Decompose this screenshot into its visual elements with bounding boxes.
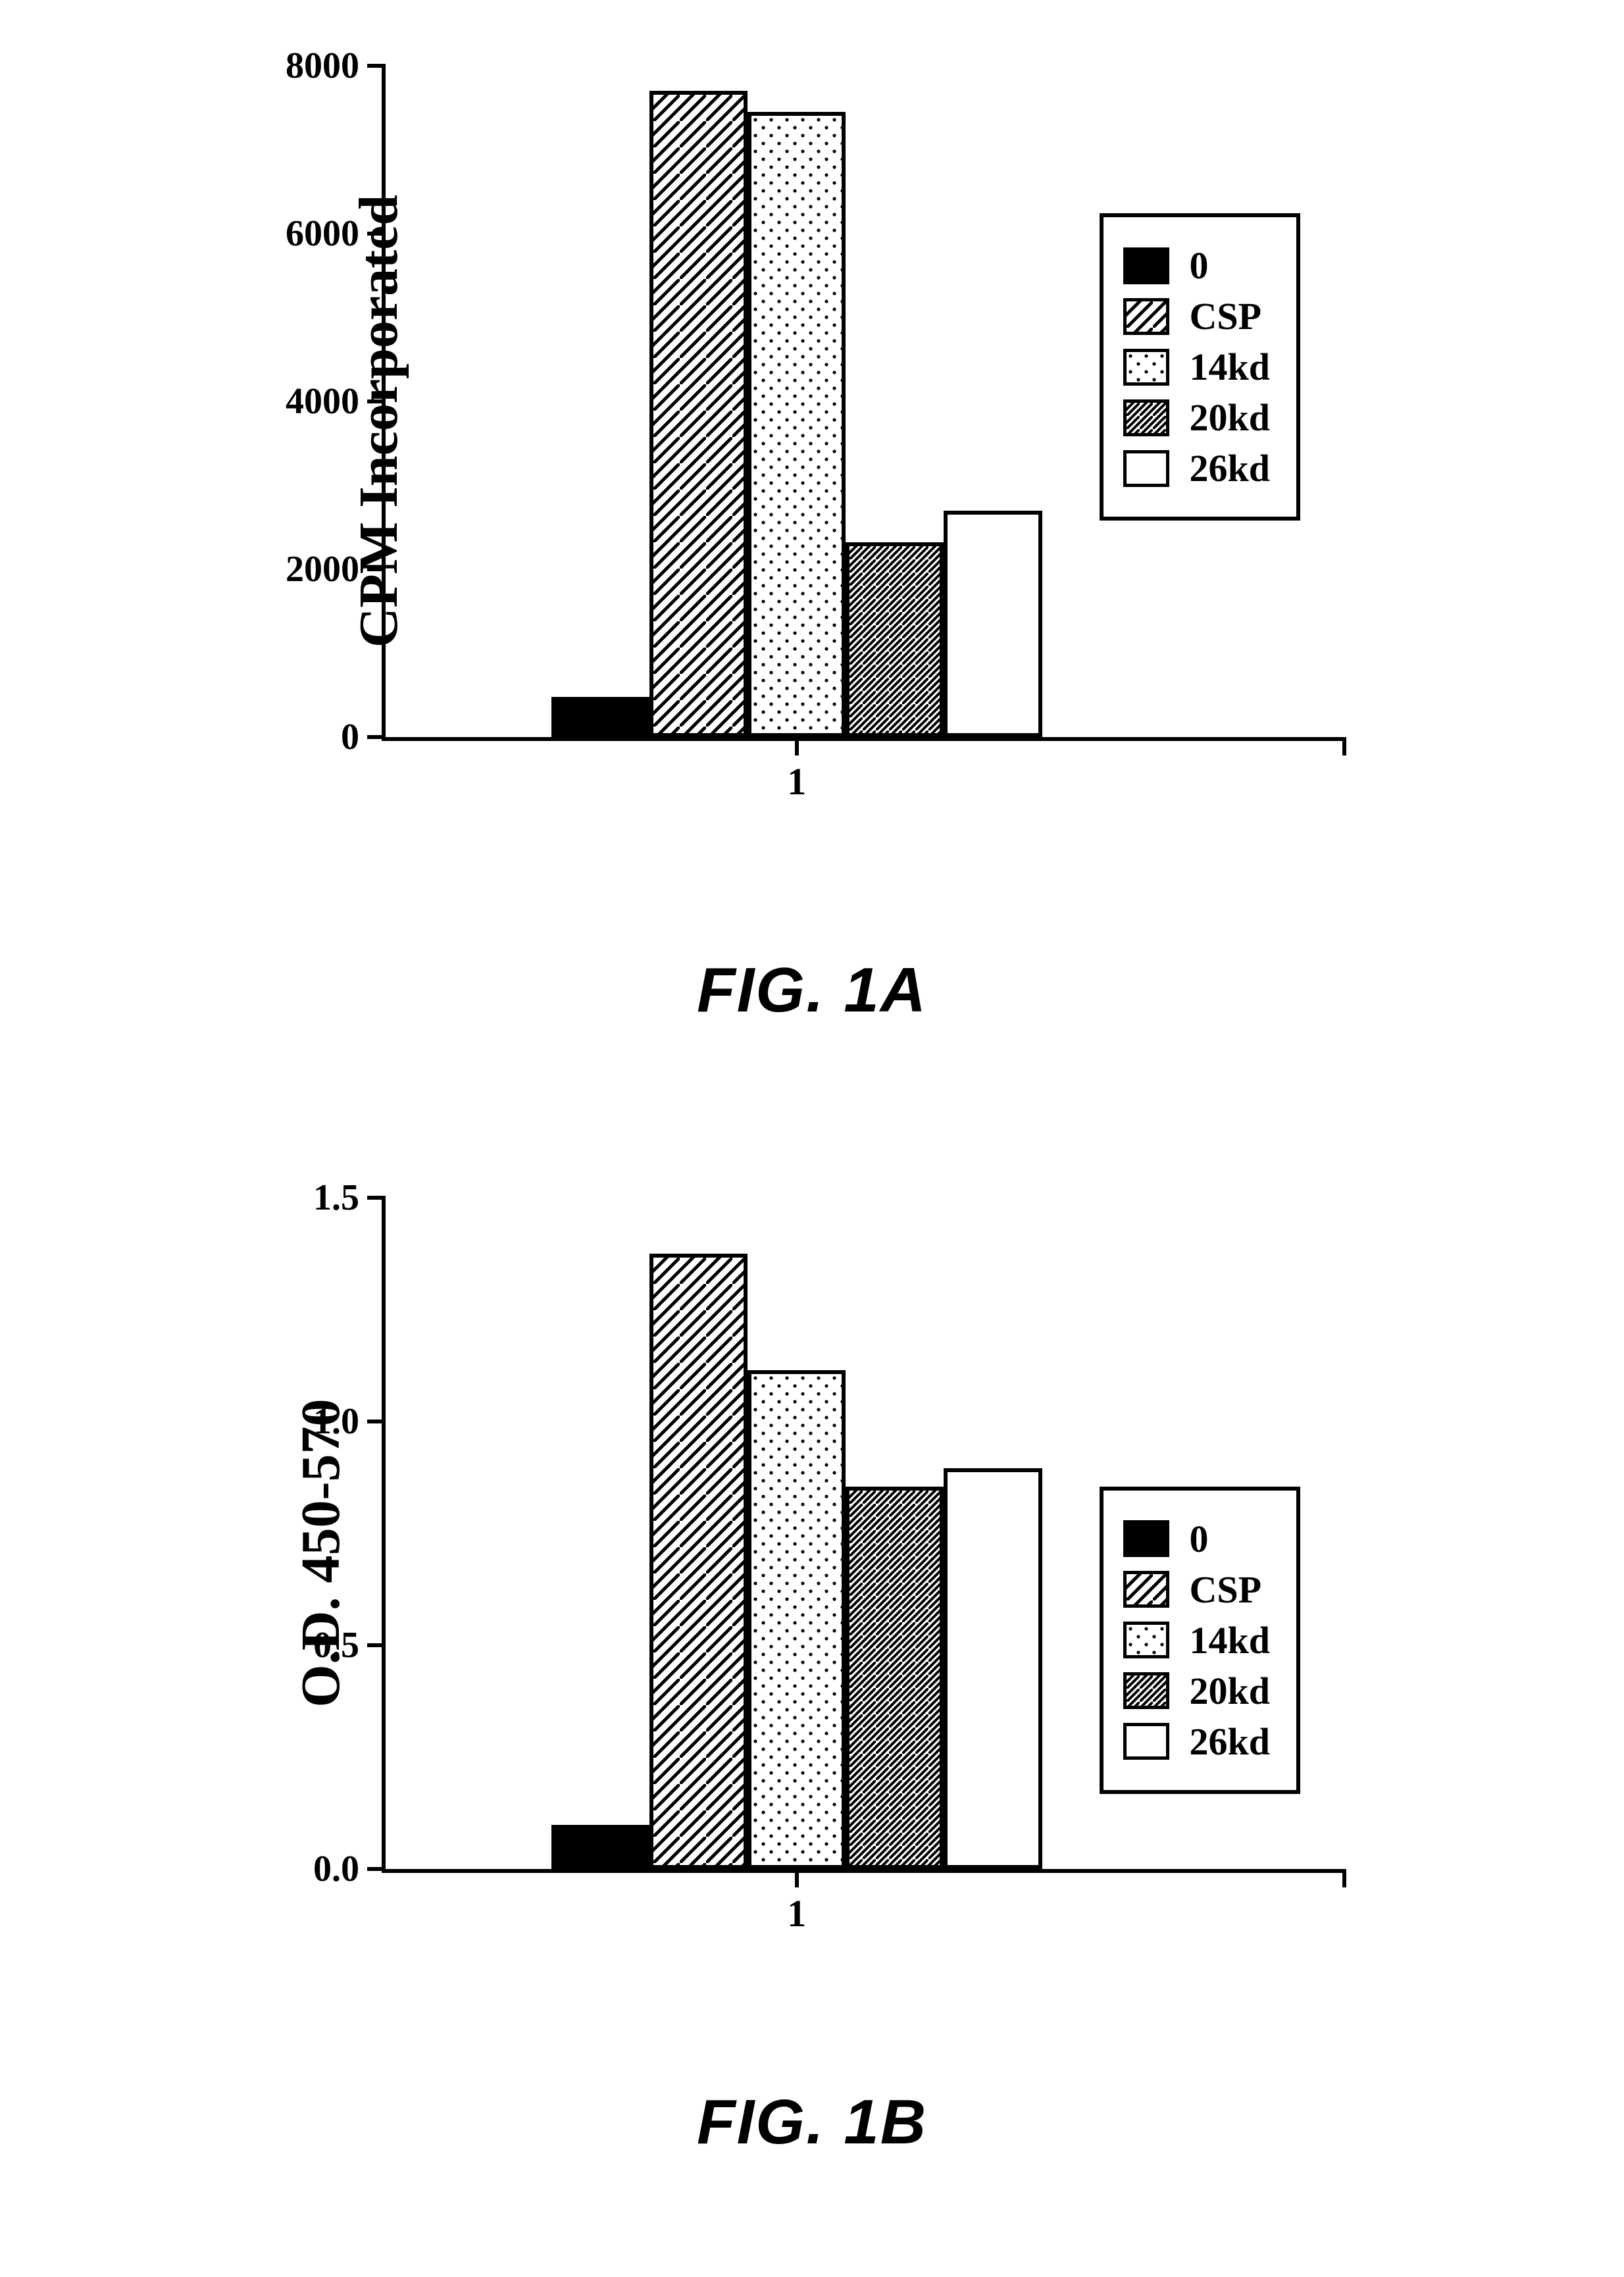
y-tick xyxy=(367,1420,386,1423)
y-tick-label: 0.0 xyxy=(313,1848,359,1890)
legend-row: 20kd xyxy=(1123,396,1270,440)
x-end-tick xyxy=(1342,737,1346,755)
y-tick-label: 0 xyxy=(341,716,359,758)
bar-CSP xyxy=(649,1254,748,1869)
legend-label: CSP xyxy=(1189,1568,1261,1612)
legend-swatch-icon xyxy=(1123,1672,1169,1709)
chart-frame-a: CPM Incorporated 0200040006000800010CSP1… xyxy=(171,53,1356,790)
bar-20kd xyxy=(846,1487,944,1869)
bar-26kd xyxy=(944,1468,1042,1869)
x-tick xyxy=(795,1869,799,1887)
plot-area-b: 0.00.51.01.510CSP14kd20kd26kd xyxy=(382,1198,1320,1873)
legend-label: 0 xyxy=(1189,243,1208,288)
y-tick-label: 1.0 xyxy=(313,1400,359,1443)
y-tick-label: 2000 xyxy=(286,548,359,590)
figure-caption-b: FIG. 1B xyxy=(697,2086,927,2159)
bar-20kd xyxy=(846,542,944,737)
bar-14kd xyxy=(748,1370,846,1869)
y-tick-label: 1.5 xyxy=(313,1177,359,1219)
bar-26kd xyxy=(944,511,1042,737)
legend-label: 26kd xyxy=(1189,446,1270,490)
legend-row: 14kd xyxy=(1123,1618,1270,1662)
y-tick-label: 8000 xyxy=(286,45,359,87)
bar-0 xyxy=(551,1825,649,1869)
legend-swatch-icon xyxy=(1123,349,1169,386)
y-tick xyxy=(367,567,386,571)
legend-label: 14kd xyxy=(1189,345,1270,389)
bar-0 xyxy=(551,697,649,737)
legend-row: 26kd xyxy=(1123,1720,1270,1764)
legend: 0 CSP 14kd 20kd 26kd xyxy=(1100,213,1300,521)
legend-row: 0 xyxy=(1123,243,1270,288)
legend-label: 20kd xyxy=(1189,1669,1270,1713)
y-tick-label: 6000 xyxy=(286,213,359,255)
legend-label: 0 xyxy=(1189,1517,1208,1561)
legend-swatch-icon xyxy=(1123,1622,1169,1658)
x-end-tick xyxy=(1342,1869,1346,1887)
legend-row: 14kd xyxy=(1123,345,1270,389)
legend-swatch-icon xyxy=(1123,1571,1169,1608)
legend-label: 14kd xyxy=(1189,1618,1270,1662)
figure-1b: O.D. 450-570 0.00.51.01.510CSP14kd20kd26… xyxy=(0,1158,1624,2185)
legend-swatch-icon xyxy=(1123,247,1169,284)
chart-frame-b: O.D. 450-570 0.00.51.01.510CSP14kd20kd26… xyxy=(171,1185,1356,1922)
figure-1a: CPM Incorporated 0200040006000800010CSP1… xyxy=(0,26,1624,1053)
legend-swatch-icon xyxy=(1123,298,1169,335)
bar-14kd xyxy=(748,112,846,737)
y-tick xyxy=(367,735,386,739)
y-tick-label: 4000 xyxy=(286,380,359,422)
legend-swatch-icon xyxy=(1123,1520,1169,1557)
bar-CSP xyxy=(649,91,748,737)
x-tick-label: 1 xyxy=(787,1891,806,1935)
x-tick-label: 1 xyxy=(787,759,806,804)
legend-row: 0 xyxy=(1123,1517,1270,1561)
y-tick xyxy=(367,1196,386,1200)
y-tick-label: 0.5 xyxy=(313,1624,359,1666)
legend-swatch-icon xyxy=(1123,399,1169,436)
y-tick xyxy=(367,1643,386,1647)
legend-label: CSP xyxy=(1189,294,1261,338)
plot-area-a: 0200040006000800010CSP14kd20kd26kd xyxy=(382,66,1320,741)
legend-row: 20kd xyxy=(1123,1669,1270,1713)
figure-caption-a: FIG. 1A xyxy=(697,954,927,1027)
x-tick xyxy=(795,737,799,755)
legend-swatch-icon xyxy=(1123,450,1169,487)
legend-label: 26kd xyxy=(1189,1720,1270,1764)
legend-row: CSP xyxy=(1123,1568,1270,1612)
legend-label: 20kd xyxy=(1189,396,1270,440)
y-tick xyxy=(367,232,386,236)
legend: 0 CSP 14kd 20kd 26kd xyxy=(1100,1487,1300,1794)
y-tick xyxy=(367,399,386,403)
y-tick xyxy=(367,1867,386,1871)
legend-swatch-icon xyxy=(1123,1723,1169,1760)
y-tick xyxy=(367,64,386,68)
legend-row: 26kd xyxy=(1123,446,1270,490)
legend-row: CSP xyxy=(1123,294,1270,338)
